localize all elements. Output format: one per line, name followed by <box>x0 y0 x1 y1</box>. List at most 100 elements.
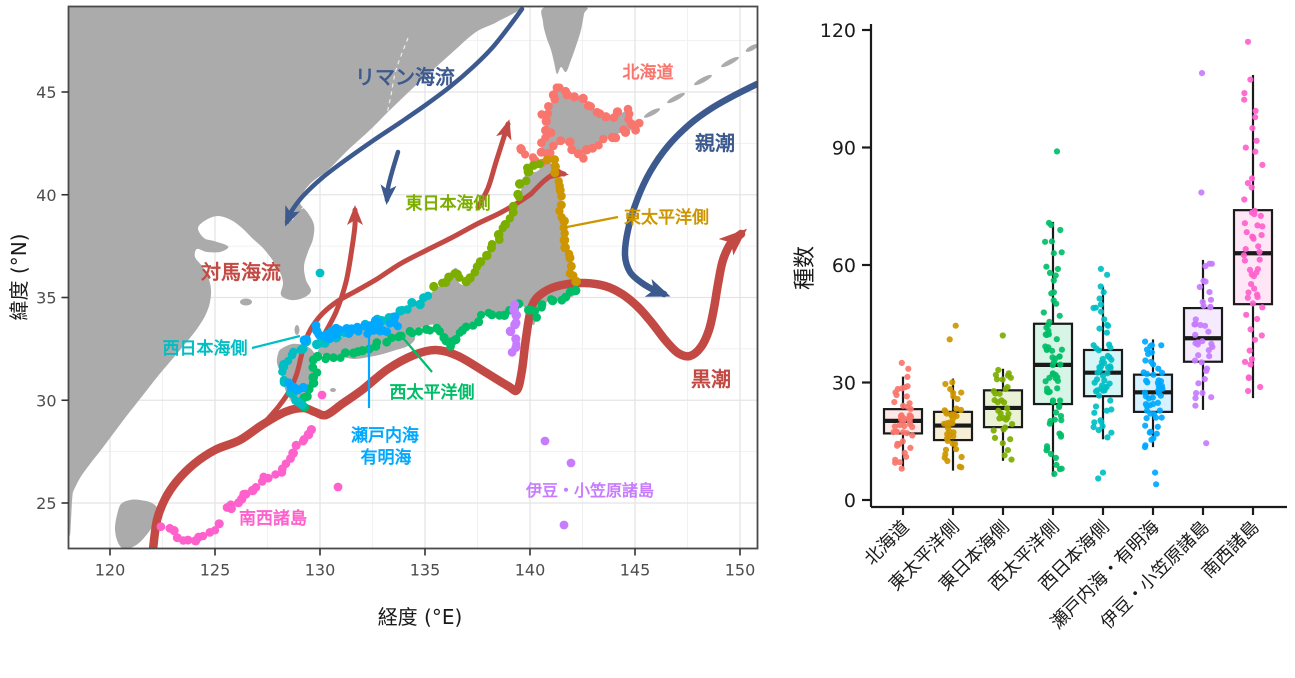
sample-point-5 <box>298 382 308 393</box>
jitter-point-0 <box>891 423 899 430</box>
outlier-point-0 <box>898 359 905 366</box>
jitter-point-5 <box>1150 435 1157 442</box>
current-tsushima-branch-tsugaru <box>528 163 569 197</box>
sample-point-3 <box>382 337 392 347</box>
jitter-point-2 <box>1005 410 1012 418</box>
jitter-point-4 <box>1101 316 1108 323</box>
jitter-point-7 <box>1253 137 1260 144</box>
sample-point-2 <box>429 281 439 292</box>
jitter-point-7 <box>1242 144 1249 151</box>
sample-point-7 <box>298 436 308 446</box>
sample-point-3 <box>537 303 546 312</box>
jitter-point-4 <box>1103 329 1110 336</box>
jitter-point-0 <box>907 414 915 421</box>
jitter-point-0 <box>904 373 911 380</box>
jitter-point-7 <box>1244 180 1251 187</box>
jitter-point-6 <box>1199 298 1206 306</box>
jitter-point-4 <box>1106 341 1113 348</box>
sample-point-7 <box>257 477 267 486</box>
jitter-point-5 <box>1155 377 1162 384</box>
sample-point-2 <box>508 207 518 217</box>
jitter-point-6 <box>1207 303 1214 310</box>
jitter-point-5 <box>1155 365 1162 372</box>
jitter-point-6 <box>1203 365 1211 372</box>
jitter-point-5 <box>1153 430 1160 437</box>
jitter-point-2 <box>1004 405 1011 412</box>
jitter-point-4 <box>1100 359 1108 367</box>
jitter-point-6 <box>1198 359 1205 366</box>
map-y-tick-label: 45 <box>36 83 56 102</box>
jitter-point-0 <box>903 393 910 400</box>
sample-point-1 <box>550 168 560 178</box>
jitter-point-3 <box>1053 300 1060 307</box>
jitter-point-2 <box>996 415 1003 422</box>
jitter-point-4 <box>1101 377 1108 384</box>
jitter-point-4 <box>1104 434 1111 441</box>
map-x-tick-label: 150 <box>725 561 756 580</box>
jitter-point-7 <box>1259 223 1266 230</box>
jitter-point-1 <box>942 380 949 388</box>
jitter-point-7 <box>1245 375 1252 382</box>
jitter-point-6 <box>1192 340 1199 347</box>
jitter-point-7 <box>1241 220 1248 227</box>
jitter-point-3 <box>1056 430 1063 437</box>
jitter-point-3 <box>1051 416 1058 423</box>
sample-point-0 <box>586 102 595 111</box>
map-x-tick-label: 145 <box>620 561 651 580</box>
sample-point-3 <box>476 310 486 320</box>
jitter-point-7 <box>1259 304 1266 311</box>
sample-point-7 <box>333 482 343 492</box>
jitter-point-5 <box>1143 415 1150 422</box>
sample-point-3 <box>455 328 464 337</box>
sample-point-7 <box>214 519 224 529</box>
sample-point-4 <box>296 345 305 355</box>
jitter-point-7 <box>1251 285 1258 292</box>
jitter-point-2 <box>999 376 1006 383</box>
jitter-point-3 <box>1057 397 1064 404</box>
sample-point-7 <box>277 468 287 477</box>
sample-point-3 <box>557 295 567 305</box>
jitter-point-7 <box>1248 184 1255 191</box>
jitter-point-3 <box>1050 277 1057 284</box>
region-label-nansei: 南西諸島 <box>239 508 307 529</box>
jitter-point-4 <box>1104 352 1111 359</box>
jitter-point-6 <box>1195 352 1202 359</box>
jitter-point-7 <box>1252 107 1259 114</box>
boxplot-y-tick-label: 90 <box>832 138 856 160</box>
sample-point-3 <box>308 355 318 365</box>
sample-point-7 <box>183 535 193 545</box>
sample-point-7 <box>222 503 232 512</box>
jitter-point-0 <box>909 423 916 431</box>
jitter-point-4 <box>1095 427 1102 434</box>
sample-point-3 <box>484 308 493 317</box>
map-x-tick-label: 130 <box>305 561 336 580</box>
jitter-point-7 <box>1258 332 1265 339</box>
jitter-point-3 <box>1054 265 1061 273</box>
jitter-point-4 <box>1097 301 1104 308</box>
jitter-point-7 <box>1251 336 1259 343</box>
jitter-point-6 <box>1193 390 1200 397</box>
jitter-point-7 <box>1256 248 1263 256</box>
jitter-point-0 <box>898 465 905 472</box>
current-oyashio <box>621 80 758 298</box>
landmass-mainland <box>69 7 521 537</box>
jitter-point-7 <box>1252 148 1259 155</box>
sample-point-2 <box>455 273 464 282</box>
jitter-point-3 <box>1057 412 1065 420</box>
jitter-point-5 <box>1142 422 1149 429</box>
jitter-point-5 <box>1151 411 1158 418</box>
sample-point-7 <box>317 390 327 400</box>
jitter-point-5 <box>1158 369 1166 376</box>
jitter-point-5 <box>1158 414 1165 421</box>
sample-point-3 <box>405 326 415 336</box>
sample-point-0 <box>549 141 558 151</box>
jitter-point-6 <box>1199 389 1206 396</box>
current-label-liman: リマン海流 <box>355 65 455 89</box>
jitter-point-0 <box>903 453 910 460</box>
sample-point-0 <box>567 145 577 155</box>
sample-point-0 <box>548 90 559 100</box>
jitter-point-3 <box>1058 465 1065 472</box>
outlier-point-1 <box>952 322 959 329</box>
sample-point-3 <box>495 311 504 320</box>
jitter-point-7 <box>1254 315 1261 323</box>
